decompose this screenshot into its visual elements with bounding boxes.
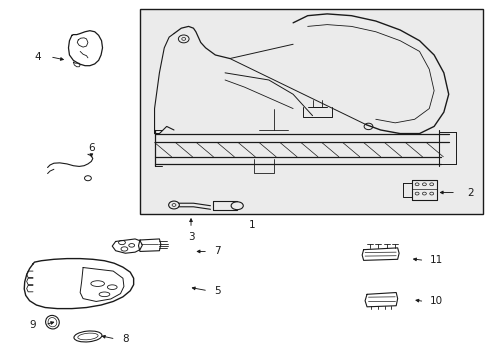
- Text: 7: 7: [214, 247, 221, 256]
- Text: 5: 5: [214, 286, 221, 296]
- Text: 11: 11: [429, 255, 442, 265]
- Bar: [140, 9, 482, 214]
- Text: 10: 10: [429, 296, 442, 306]
- Text: 4: 4: [35, 52, 41, 62]
- Text: 1: 1: [248, 220, 255, 230]
- Text: 2: 2: [467, 188, 473, 198]
- Text: 3: 3: [187, 232, 194, 242]
- Text: 9: 9: [30, 320, 36, 330]
- Text: 6: 6: [88, 143, 95, 153]
- Text: 8: 8: [122, 334, 128, 344]
